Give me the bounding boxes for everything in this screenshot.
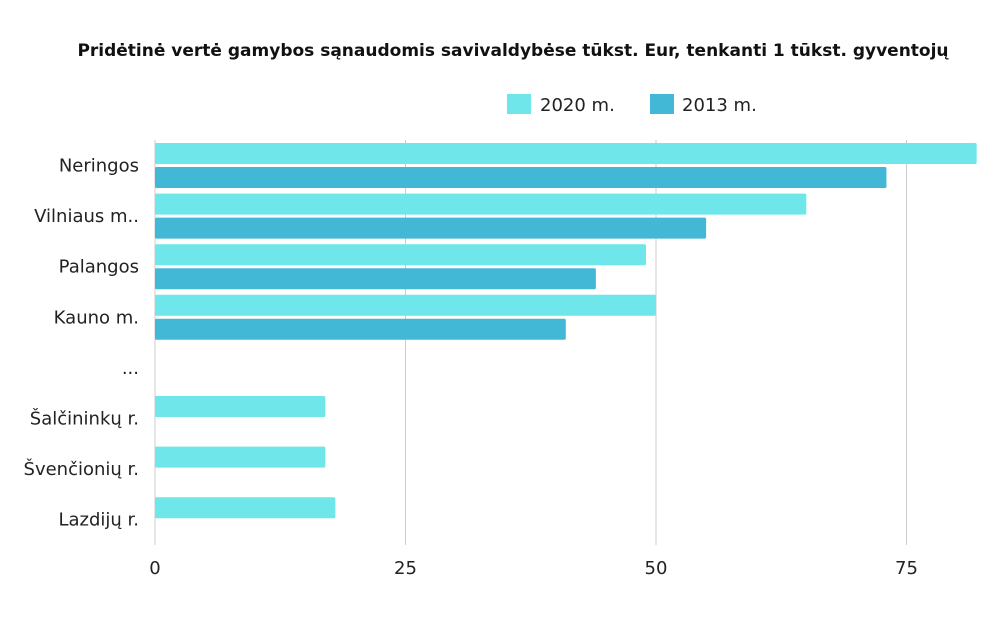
bar-lazdiju-r-2020-m (155, 497, 336, 519)
legend-swatch-2013-m (650, 94, 674, 114)
category-labels: Neringos Vilniaus m.. Palangos Kauno m.... Š… (24, 156, 139, 531)
legend-label: 2013 m. (682, 95, 757, 116)
x-tick-label: 75 (895, 558, 918, 579)
bar-kauno-m-2020-m (155, 294, 656, 316)
x-tick-labels: 0 25 50 75 (149, 558, 918, 579)
legend-label: 2020 m. (540, 95, 615, 116)
x-tick-label: 25 (394, 558, 417, 579)
bar-palangos-2013-m (155, 268, 596, 290)
bar-palangos-2020-m (155, 244, 646, 266)
bars (155, 143, 977, 519)
category-label: Švenčionių r. (24, 458, 139, 480)
category-label: ... (122, 358, 139, 379)
legend: 2020 m. 2013 m. (507, 94, 757, 116)
bar-neringos-2013-m (155, 167, 887, 188)
x-tick-label: 0 (149, 558, 160, 579)
x-tick-label: 50 (645, 558, 668, 579)
bar-neringos-2020-m (155, 143, 977, 164)
category-label: Palangos (59, 257, 139, 278)
bar-svencioniu-r-2020-m (155, 446, 326, 468)
bar-kauno-m-2013-m (155, 318, 566, 340)
category-label: Neringos (59, 156, 139, 177)
category-label: Kauno m. (54, 307, 139, 328)
category-label: Šalčininkų r. (30, 408, 139, 430)
category-label: Lazdijų r. (58, 510, 139, 531)
chart-title: Pridėtinė vertė gamybos sąnaudomis saviv… (77, 41, 949, 61)
bar-vilniaus-m-2013-m (155, 217, 707, 239)
bar-vilniaus-m-2020-m (155, 193, 807, 215)
legend-swatch-2020-m (507, 94, 531, 114)
bar-salcininku-r-2020-m (155, 396, 326, 417)
category-label: Vilniaus m.. (34, 206, 139, 227)
